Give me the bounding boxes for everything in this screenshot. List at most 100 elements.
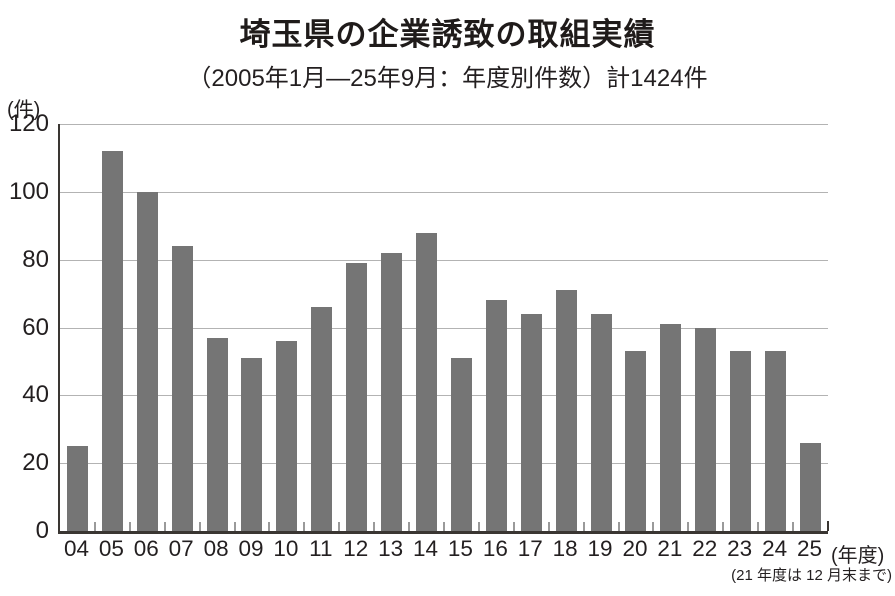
bar-cell-08 [200,124,236,531]
x-boundary-tick [198,522,201,531]
bar-08 [206,337,228,531]
bar-cell-25 [793,124,829,531]
x-tick-label-05: 05 [98,536,124,561]
bar-23 [730,351,752,531]
y-tick-label-20: 20 [22,449,49,477]
x-tick-label-06: 06 [133,536,159,561]
bar-cell-14 [409,124,445,531]
bar-04 [66,446,88,531]
x-axis-unit-label: (年度) [831,545,885,567]
x-tick-label-21: 21 [657,536,683,561]
x-tick-label-11: 11 [309,536,333,561]
gridline-40 [60,395,828,397]
x-boundary-tick [826,521,829,531]
gridline-120 [60,124,828,125]
x-tick-label-12: 12 [343,536,369,561]
x-tick-label-22: 22 [692,536,718,561]
bar-25 [799,442,821,531]
bar-16 [485,300,507,531]
y-tick-label-60: 60 [22,313,49,341]
bar-cell-17 [514,124,550,531]
bar-17 [520,313,542,531]
x-tick-label-20: 20 [622,536,648,561]
bar-19 [590,313,612,531]
bar-15 [450,358,472,531]
y-tick-label-40: 40 [22,381,49,409]
bar-07 [171,246,193,531]
bar-10 [276,341,298,531]
bar-13 [381,252,403,531]
bar-21 [660,324,682,531]
x-tick-label-23: 23 [727,536,753,561]
x-tick-label-18: 18 [552,536,578,561]
x-boundary-tick [512,522,515,531]
bar-cell-09 [235,124,271,531]
x-tick-label-09: 09 [238,536,264,561]
bar-cell-15 [444,124,480,531]
bar-22 [695,327,717,531]
y-tick-label-100: 100 [8,177,49,205]
x-boundary-tick [792,522,795,531]
x-tick-label-24: 24 [762,536,788,561]
y-axis-unit-label: (件) [7,99,41,121]
y-axis-tick-labels: 0 20 40 60 80 100 120 [0,112,51,543]
bar-cell-05 [95,124,131,531]
y-tick-label-80: 80 [22,245,49,273]
bar-series [60,124,829,531]
bar-05 [101,151,123,531]
y-tick-label-0: 0 [35,517,49,544]
bar-12 [346,263,368,531]
x-boundary-tick [93,522,96,531]
x-boundary-tick [163,522,166,531]
bar-cell-12 [339,124,376,531]
bar-cell-22 [688,124,725,531]
chart-title: 埼玉県の企業誘致の取組実績 [239,17,656,52]
x-boundary-tick [547,522,550,531]
bar-cell-20 [619,124,655,531]
x-boundary-tick [687,522,690,531]
x-tick-label-13: 13 [378,536,404,561]
x-boundary-tick [757,522,760,531]
x-boundary-tick [128,522,131,531]
bar-20 [625,351,647,531]
bar-06 [136,191,158,531]
bar-11 [311,307,333,531]
bar-cell-18 [549,124,585,531]
x-boundary-tick [652,522,655,531]
bar-18 [555,290,577,531]
x-boundary-tick [303,522,306,531]
x-boundary-tick [722,522,725,531]
bar-cell-24 [758,124,795,531]
gridline-100 [60,191,828,193]
bar-cell-11 [304,124,341,531]
x-boundary-tick [442,522,445,531]
bar-cell-16 [479,124,515,531]
x-boundary-tick [268,522,271,531]
y-tick-label-120: 120 [8,110,49,137]
x-tick-label-10: 10 [273,536,299,561]
x-tick-label-16: 16 [482,536,508,561]
x-boundary-tick [408,522,411,531]
bar-cell-23 [723,124,760,531]
bar-cell-10 [269,124,306,531]
bar-cell-19 [584,124,620,531]
gridline-80 [60,259,828,261]
gridline-20 [60,463,828,465]
footnote: (21 年度は 12 月末まで) [731,567,892,584]
bar-cell-04 [60,124,96,531]
x-axis-tick-labels: 04 05 06 07 08 09 10 11 12 13 14 15 16 17 18 19 20 21 22 23… [59,536,827,562]
x-tick-label-15: 15 [447,536,473,561]
x-boundary-tick [582,522,585,531]
x-tick-label-19: 19 [587,536,613,561]
gridline-60 [60,327,828,329]
x-tick-label-07: 07 [168,536,194,561]
x-boundary-tick [233,522,236,531]
x-boundary-tick [617,522,620,531]
x-tick-label-14: 14 [413,536,439,561]
x-boundary-tick [373,522,376,531]
x-tick-label-17: 17 [517,536,543,561]
bar-24 [765,351,787,531]
x-tick-label-08: 08 [203,536,229,561]
x-tick-label-04: 04 [63,536,89,561]
